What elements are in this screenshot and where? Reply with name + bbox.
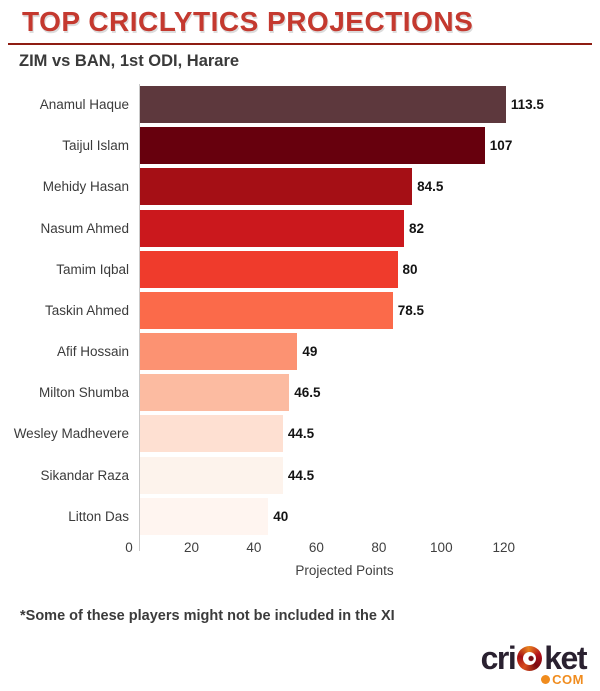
match-subtitle: ZIM vs BAN, 1st ODI, Harare <box>19 52 240 70</box>
player-label: Wesley Madhevere <box>13 426 129 442</box>
player-label: Taijul Islam <box>62 138 129 154</box>
bar-track: 44.5 <box>139 415 585 453</box>
bar-track: 82 <box>139 209 585 247</box>
cricket-ball-icon <box>517 645 543 671</box>
bar-row: Taijul Islam 107 <box>0 125 585 166</box>
projection-bar <box>139 456 283 494</box>
bar-value-label: 84.5 <box>417 179 444 195</box>
bar-value-label: 44.5 <box>287 467 315 483</box>
bar-rows: Anamul Haque 113.5 Taijul Islam 107 Mehidy H… <box>0 84 585 551</box>
projection-bar <box>139 127 485 165</box>
bar-row: Afif Hossain 49 <box>0 331 585 372</box>
bar-row: Litton Das 40 <box>0 496 585 537</box>
logo-tld-text: COM <box>552 672 584 687</box>
bar-row: Tamim Iqbal 80 <box>0 249 585 290</box>
projection-bar <box>139 415 283 453</box>
projection-bar <box>139 291 393 329</box>
player-label: Nasum Ahmed <box>40 220 129 236</box>
bar-track: 40 <box>139 497 585 535</box>
bar-track: 46.5 <box>139 374 585 412</box>
logo-dot-icon <box>541 675 551 684</box>
bar-value-label: 40 <box>273 508 289 524</box>
bar-row: Taskin Ahmed 78.5 <box>0 290 585 331</box>
projection-bar <box>139 497 269 535</box>
x-axis-tick: 40 <box>246 539 262 555</box>
bar-value-label: 46.5 <box>294 385 321 401</box>
logo-tld: COM <box>481 672 586 687</box>
player-label: Tamim Iqbal <box>56 261 129 277</box>
x-axis-tick: 20 <box>183 539 199 555</box>
projection-bar <box>139 250 398 288</box>
projection-bar <box>139 374 290 412</box>
x-axis-tick: 100 <box>430 539 453 555</box>
projection-bar <box>139 168 413 206</box>
bar-track: 78.5 <box>139 291 585 329</box>
bar-value-label: 80 <box>402 261 418 277</box>
bar-track: 80 <box>139 250 585 288</box>
page-title: TOP CRICLYTICS PROJECTIONS <box>22 6 474 37</box>
bar-row: Milton Shumba 46.5 <box>0 372 585 413</box>
player-label: Mehidy Hasan <box>42 179 129 195</box>
bar-value-label: 78.5 <box>397 302 424 318</box>
bar-row: Sikandar Raza 44.5 <box>0 455 585 496</box>
projection-bar <box>139 209 404 247</box>
player-label: Litton Das <box>68 508 129 524</box>
x-axis: 0 20 40 60 80 100 120 <box>125 539 570 557</box>
player-label: Milton Shumba <box>38 385 129 401</box>
x-axis-tick: 60 <box>308 539 324 555</box>
bar-value-label: 82 <box>409 220 425 236</box>
x-axis-tick: 80 <box>371 539 387 555</box>
projection-bar <box>139 86 506 124</box>
bar-track: 49 <box>139 333 585 371</box>
bar-value-label: 113.5 <box>510 97 544 113</box>
bar-value-label: 44.5 <box>287 426 315 442</box>
x-axis-label: Projected Points <box>295 562 394 578</box>
bar-row: Wesley Madhevere 44.5 <box>0 413 585 454</box>
bar-track: 107 <box>139 127 585 165</box>
logo-text-suffix: ket <box>544 640 587 676</box>
bar-row: Nasum Ahmed 82 <box>0 208 585 249</box>
bar-row: Mehidy Hasan 84.5 <box>0 166 585 207</box>
bar-track: 44.5 <box>139 456 585 494</box>
bar-value-label: 107 <box>489 138 513 154</box>
title-divider <box>8 43 592 45</box>
player-label: Anamul Haque <box>39 97 129 113</box>
logo-wordmark: cri ket <box>480 640 588 676</box>
footnote: *Some of these players might not be incl… <box>20 607 395 624</box>
bar-track: 113.5 <box>139 86 585 124</box>
bar-value-label: 49 <box>302 344 318 360</box>
player-label: Taskin Ahmed <box>44 302 129 318</box>
cricket-com-logo: cri ket COM <box>480 640 588 687</box>
logo-text-prefix: cri <box>480 640 517 676</box>
x-axis-tick: 120 <box>492 539 516 555</box>
y-axis-line <box>139 84 140 551</box>
bar-track: 84.5 <box>139 168 585 206</box>
projected-points-bar-chart: Anamul Haque 113.5 Taijul Islam 107 Mehidy H… <box>0 84 600 578</box>
player-label: Sikandar Raza <box>40 467 129 483</box>
player-label: Afif Hossain <box>56 344 129 360</box>
x-axis-tick: 0 <box>125 539 133 555</box>
bar-row: Anamul Haque 113.5 <box>0 84 585 125</box>
projection-bar <box>139 333 298 371</box>
